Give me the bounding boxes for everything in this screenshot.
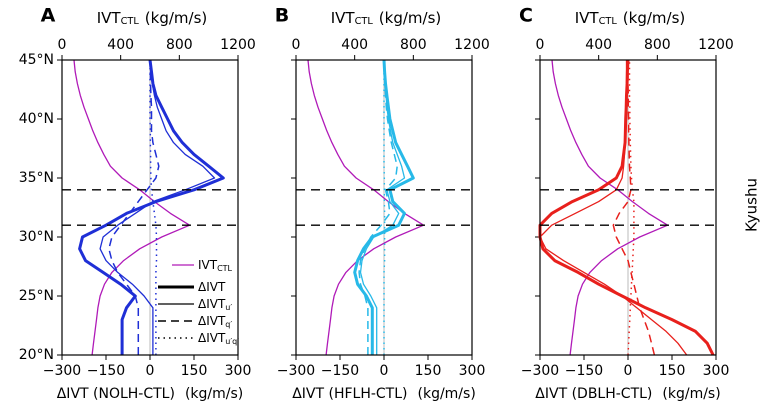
profile-line	[539, 60, 688, 356]
x2-tick-label: 1200	[698, 37, 734, 53]
y-tick-label: 30°N	[19, 229, 54, 245]
top-axis-label-main: IVT	[331, 9, 356, 27]
x-axis-label-unit: (kg/m/s)	[418, 386, 476, 402]
x-axis-label: ΔIVT (DBLH-CTL) (kg/m/s)	[535, 386, 720, 402]
y-tick-label: 20°N	[19, 347, 54, 363]
profile-line	[307, 59, 425, 356]
top-axis-label-sub: CTL	[599, 16, 618, 27]
legend-label: ΔIVTu′	[198, 297, 232, 312]
x-axis-label: ΔIVT (HFLH-CTL) (kg/m/s)	[292, 386, 476, 402]
x-tick-label: 300	[225, 363, 252, 379]
legend-name: IVT	[198, 258, 218, 272]
profile-line	[358, 59, 398, 355]
legend-name: ΔIVT	[198, 314, 226, 328]
x2-tick-label: 0	[536, 37, 545, 53]
x2-tick-label: 1200	[454, 37, 490, 53]
profile-line	[353, 59, 415, 355]
x2-tick-label: 400	[341, 37, 368, 53]
x-axis-label-text: ΔIVT (HFLH-CTL)	[292, 386, 407, 402]
plot-frame	[61, 59, 239, 356]
top-axis-label-unit: (kg/m/s)	[623, 9, 685, 27]
x2-tick-label: 0	[292, 37, 301, 53]
top-axis-label: IVTCTL (kg/m/s)	[575, 9, 686, 28]
top-axis-label-unit: (kg/m/s)	[379, 9, 441, 27]
top-axis-label: IVTCTL (kg/m/s)	[97, 9, 208, 28]
x2-tick-label: 400	[107, 37, 134, 53]
legend-subscript: u′	[225, 303, 232, 312]
x-tick-label: −300	[43, 363, 81, 379]
x-tick-label: 150	[415, 363, 442, 379]
x2-tick-label: 0	[58, 37, 67, 53]
legend-name: ΔIVT	[198, 280, 226, 294]
x2-tick-label: 800	[400, 37, 427, 53]
legend-label: ΔIVTu′q′	[198, 331, 239, 346]
panel-letter: A	[41, 5, 56, 27]
panel-letter: B	[275, 5, 289, 27]
legend-subscript: CTL	[217, 264, 232, 273]
legend-subscript: u′q′	[225, 337, 239, 346]
y-tick-label: 45°N	[19, 52, 54, 68]
legend-label: ΔIVTq′	[198, 314, 232, 329]
x-tick-label: 0	[146, 363, 155, 379]
top-axis-label: IVTCTL (kg/m/s)	[331, 9, 442, 28]
y-tick-label: 35°N	[19, 170, 54, 186]
x-tick-label: 300	[459, 363, 486, 379]
legend-label: ΔIVT	[198, 280, 226, 294]
legend-subscript: q′	[225, 320, 232, 329]
legend-label: IVTCTL	[198, 258, 233, 273]
x-tick-label: −150	[87, 363, 125, 379]
x-tick-label: −300	[521, 363, 559, 379]
profile-line	[73, 59, 191, 356]
x-tick-label: 0	[380, 363, 389, 379]
x2-tick-label: 800	[644, 37, 671, 53]
y-tick-label: 25°N	[19, 288, 54, 304]
profile-line	[612, 60, 656, 356]
legend-name: ΔIVT	[198, 297, 226, 311]
y-tick-label: 40°N	[19, 111, 54, 127]
x-axis-label: ΔIVT (NOLH-CTL) (kg/m/s)	[57, 386, 244, 402]
plot-frame	[539, 59, 717, 356]
x-tick-label: 150	[659, 363, 686, 379]
plot-frame	[295, 59, 473, 356]
top-axis-label-unit: (kg/m/s)	[145, 9, 207, 27]
profile-line	[78, 59, 225, 355]
x-tick-label: −300	[277, 363, 315, 379]
profile-line	[99, 59, 216, 355]
x-tick-label: 300	[703, 363, 730, 379]
x2-tick-label: 400	[585, 37, 612, 53]
x-tick-label: 150	[181, 363, 208, 379]
legend-name: ΔIVT	[198, 331, 226, 345]
x-tick-label: −150	[565, 363, 603, 379]
kyushu-label: Kyushu	[743, 178, 761, 232]
panel-letter: C	[519, 5, 533, 27]
top-axis-label-sub: CTL	[355, 16, 374, 27]
x-axis-label-text: ΔIVT (NOLH-CTL)	[57, 386, 175, 402]
x-tick-label: 0	[624, 363, 633, 379]
profile-line	[108, 59, 160, 355]
top-axis-label-main: IVT	[575, 9, 600, 27]
profile-line	[551, 59, 669, 356]
x-tick-label: −150	[321, 363, 359, 379]
x-axis-label-unit: (kg/m/s)	[662, 386, 720, 402]
x2-tick-label: 800	[166, 37, 193, 53]
top-axis-label-sub: CTL	[121, 16, 140, 27]
x-axis-label-unit: (kg/m/s)	[185, 386, 243, 402]
x-axis-label-text: ΔIVT (DBLH-CTL)	[535, 386, 652, 402]
x2-tick-label: 1200	[220, 37, 256, 53]
top-axis-label-main: IVT	[97, 9, 122, 27]
